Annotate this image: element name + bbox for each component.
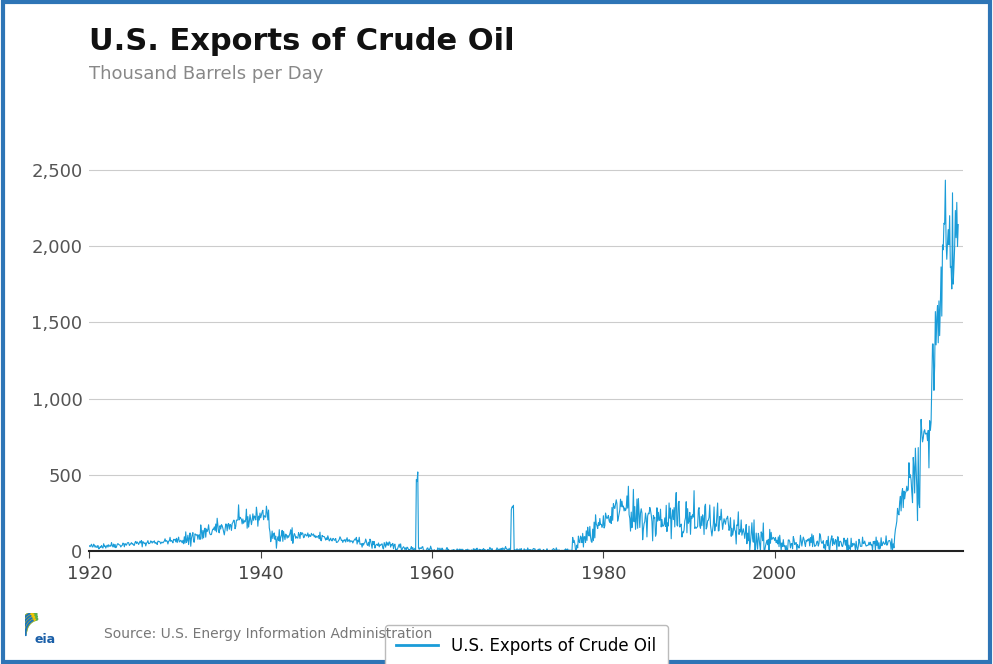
Text: Source: U.S. Energy Information Administration: Source: U.S. Energy Information Administ… <box>104 627 433 641</box>
Text: Thousand Barrels per Day: Thousand Barrels per Day <box>89 65 324 83</box>
Text: eia: eia <box>34 633 56 647</box>
Text: U.S. Exports of Crude Oil: U.S. Exports of Crude Oil <box>89 27 515 56</box>
Legend: U.S. Exports of Crude Oil: U.S. Exports of Crude Oil <box>384 625 668 664</box>
